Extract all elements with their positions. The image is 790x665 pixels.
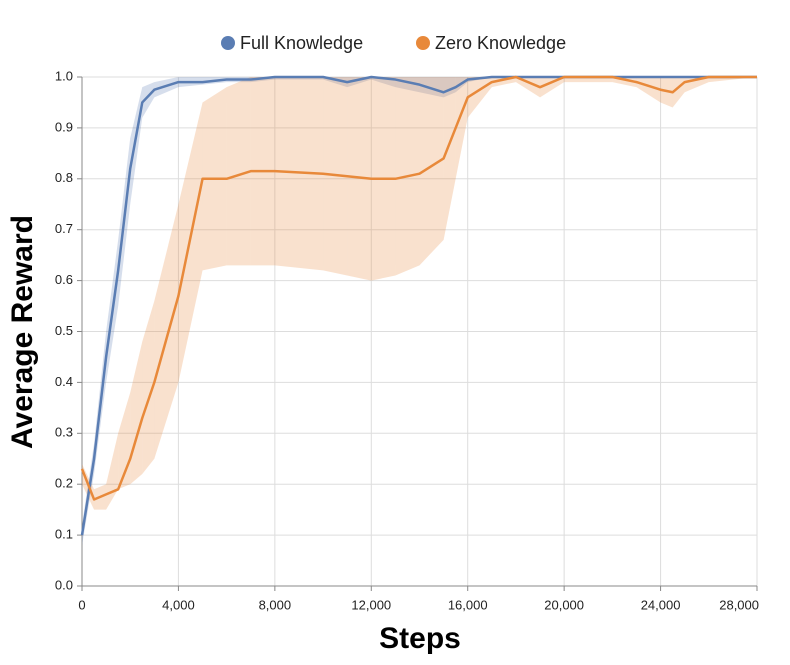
series-line: [80, 75, 757, 501]
confidence-band: [142, 300, 155, 475]
confidence-band: [564, 77, 613, 83]
confidence-band: [347, 77, 372, 281]
y-tick-label: 0.0: [55, 577, 73, 592]
x-tick-label: 20,000: [544, 597, 584, 612]
x-tick-label: 12,000: [351, 597, 391, 612]
confidence-band: [106, 433, 119, 510]
x-tick-label: 8,000: [259, 597, 292, 612]
confidence-band: [130, 341, 143, 485]
series-line: [80, 75, 757, 536]
y-tick-label: 0.9: [55, 119, 73, 134]
confidence-band: [226, 77, 251, 266]
x-tick-label: 16,000: [448, 597, 488, 612]
y-tick-label: 1.0: [55, 68, 73, 83]
legend-label: Zero Knowledge: [435, 33, 566, 53]
confidence-band: [154, 204, 179, 459]
confidence-band: [443, 77, 456, 240]
legend-marker: [416, 36, 430, 50]
confidence-band: [323, 77, 348, 276]
y-tick-label: 0.3: [55, 425, 73, 440]
legend-label: Full Knowledge: [240, 33, 363, 53]
confidence-band: [708, 77, 757, 83]
x-tick-label: 4,000: [162, 597, 195, 612]
y-tick-label: 0.1: [55, 527, 73, 542]
y-tick-label: 0.2: [55, 476, 73, 491]
y-tick-label: 0.7: [55, 221, 73, 236]
y-axis-title: Average Reward: [6, 215, 39, 449]
x-tick-label: 0: [78, 597, 85, 612]
x-axis-title: Steps: [379, 622, 461, 655]
y-tick-label: 0.8: [55, 170, 73, 185]
legend-marker: [221, 36, 235, 50]
confidence-band: [142, 82, 155, 118]
confidence-band: [419, 77, 444, 266]
confidence-band: [515, 77, 541, 98]
y-tick-label: 0.5: [55, 323, 73, 338]
confidence-band: [540, 77, 565, 98]
confidence-band: [274, 77, 324, 271]
y-tick-label: 0.4: [55, 374, 73, 389]
confidence-band: [130, 87, 143, 205]
x-tick-label: 24,000: [641, 597, 681, 612]
y-tick-label: 0.6: [55, 272, 73, 287]
x-tick-label: 28,000: [719, 597, 759, 612]
